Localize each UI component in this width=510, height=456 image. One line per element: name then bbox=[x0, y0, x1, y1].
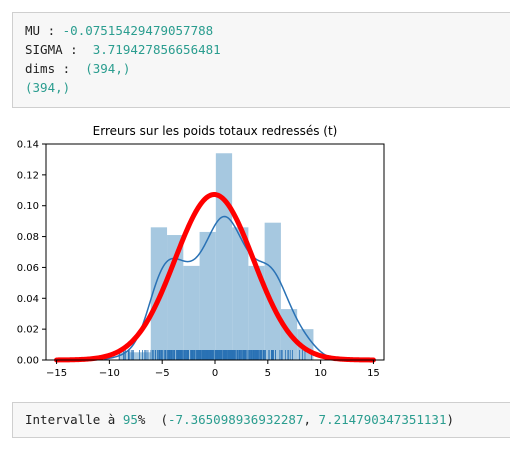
x-tick-label: −5 bbox=[155, 368, 170, 379]
x-tick-label: −15 bbox=[46, 368, 67, 379]
histogram-bar bbox=[215, 153, 233, 360]
histogram-bar bbox=[264, 222, 281, 360]
interval-percent-sign: % ( bbox=[137, 412, 169, 427]
y-tick-label: 0.04 bbox=[17, 294, 39, 305]
interval-suffix: ) bbox=[446, 412, 455, 427]
histogram-bar bbox=[232, 227, 249, 360]
x-tick-label: 0 bbox=[212, 368, 218, 379]
sigma-label: SIGMA : bbox=[25, 42, 93, 57]
output-cell-interval: Intervalle à 95% (-7.365098936932287, 7.… bbox=[12, 402, 510, 438]
histogram-bar bbox=[248, 265, 265, 360]
interval-line: Intervalle à 95% (-7.365098936932287, 7.… bbox=[13, 410, 510, 429]
chart-svg: Erreurs sur les poids totaux redressés (… bbox=[17, 124, 385, 379]
x-tick-label: 10 bbox=[314, 368, 327, 379]
mu-line: MU : -0.07515429479057788 bbox=[13, 21, 510, 40]
histogram-bar bbox=[183, 265, 200, 360]
mu-label: MU : bbox=[25, 23, 63, 38]
interval-sep: , bbox=[303, 412, 319, 427]
y-tick-label: 0.14 bbox=[17, 140, 39, 151]
normal-fit-line bbox=[54, 192, 376, 363]
sigma-line: SIGMA : 3.719427856656481 bbox=[13, 40, 510, 59]
histogram-chart: Erreurs sur les poids totaux redressés (… bbox=[0, 118, 510, 388]
mu-value: -0.07515429479057788 bbox=[62, 23, 214, 38]
histogram-bar bbox=[199, 231, 216, 360]
output-cell-stats: MU : -0.07515429479057788 SIGMA : 3.7194… bbox=[12, 12, 510, 108]
y-tick-label: 0.10 bbox=[17, 201, 39, 212]
interval-high: 7.214790347351131 bbox=[318, 412, 447, 427]
shape-value: (394,) bbox=[25, 80, 71, 95]
dims-value: (394,) bbox=[85, 61, 131, 76]
x-tick-label: 15 bbox=[367, 368, 380, 379]
interval-prefix: Intervalle à bbox=[25, 412, 123, 427]
interval-low: -7.365098936932287 bbox=[168, 412, 304, 427]
histogram-bar bbox=[118, 352, 135, 360]
y-tick-label: 0.02 bbox=[17, 325, 39, 336]
y-tick-label: 0.06 bbox=[17, 263, 39, 274]
interval-percent: 95 bbox=[122, 412, 138, 427]
y-tick-label: 0.12 bbox=[17, 170, 39, 181]
shape-line: (394,) bbox=[13, 78, 510, 97]
x-tick-label: 5 bbox=[265, 368, 271, 379]
y-tick-label: 0.00 bbox=[17, 356, 39, 367]
dims-label: dims : bbox=[25, 61, 86, 76]
sigma-value: 3.719427856656481 bbox=[92, 42, 221, 57]
dims-line: dims : (394,) bbox=[13, 59, 510, 78]
chart-title: Erreurs sur les poids totaux redressés (… bbox=[93, 124, 338, 138]
x-tick-label: −10 bbox=[99, 368, 120, 379]
y-tick-label: 0.08 bbox=[17, 232, 39, 243]
